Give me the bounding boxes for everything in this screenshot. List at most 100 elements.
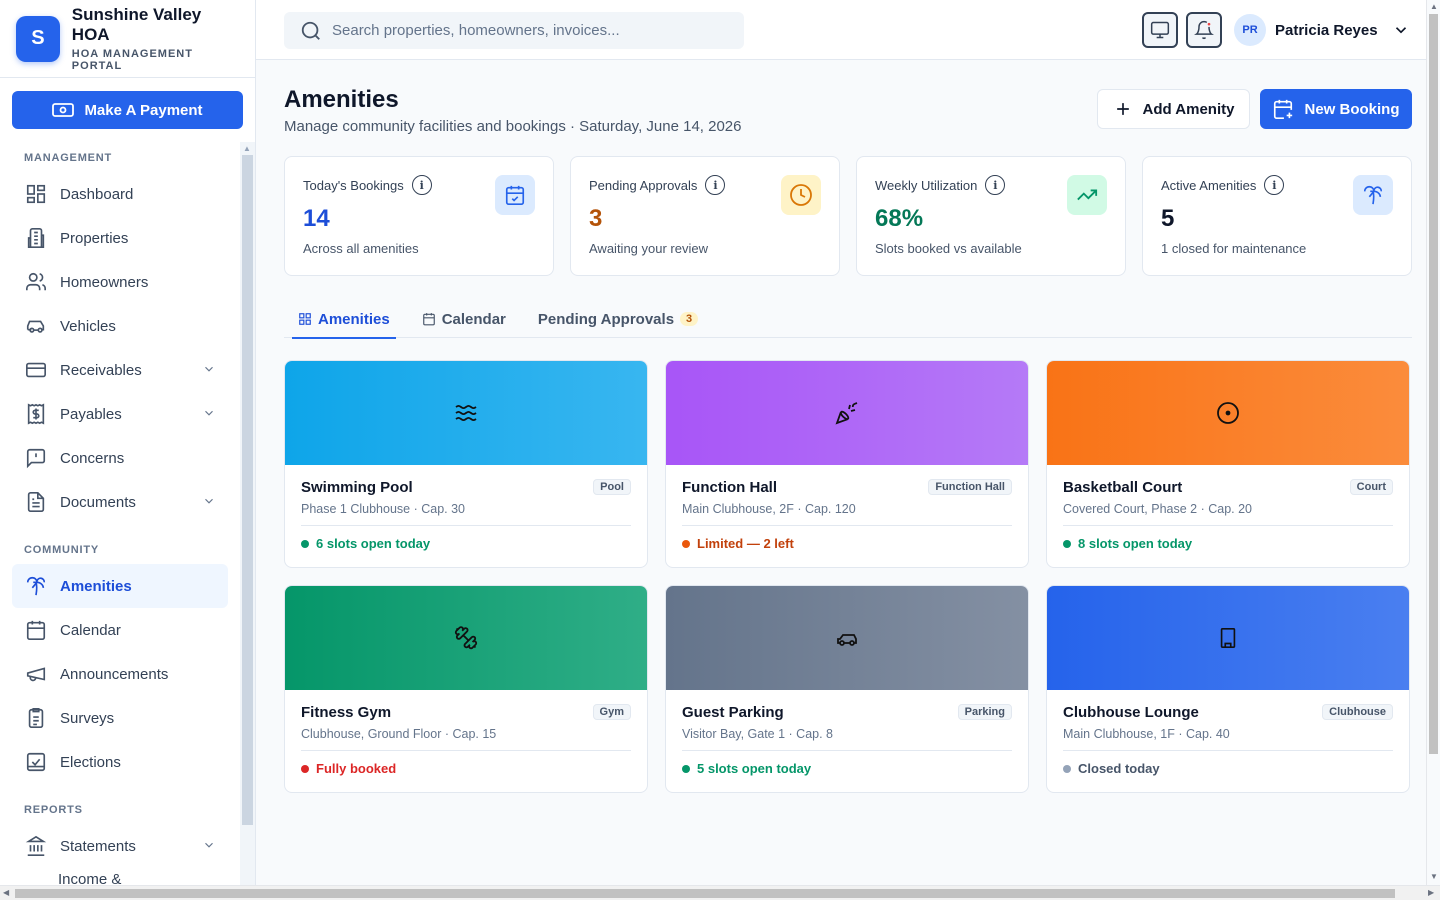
clock-icon [781,175,821,215]
calendar-icon [422,313,435,326]
sidebar-item-label: Amenities [60,577,132,595]
sidebar-item-income[interactable]: Income & [0,868,240,885]
dumbbell-icon [454,626,478,650]
search-bar[interactable] [284,12,744,49]
sidebar-item-documents[interactable]: Documents [0,480,240,524]
amenity-card[interactable]: Clubhouse Clubhouse Lounge Main Clubhous… [1046,585,1410,793]
landmark-icon [24,834,48,858]
info-icon[interactable]: i [411,175,432,195]
sidebar-scrollbar[interactable]: ▲ [240,142,255,885]
amenity-card[interactable]: Court Basketball Court Covered Court, Ph… [1046,360,1410,568]
scroll-down-icon[interactable]: ▼ [1430,872,1438,881]
sidebar-item-vehicles[interactable]: Vehicles [0,304,240,348]
tab-amenities[interactable]: Amenities [292,300,396,339]
status-text: 8 slots open today [1078,536,1193,551]
divider [682,525,1012,526]
chevron-down-icon[interactable] [1392,21,1410,39]
add-amenity-button[interactable]: Add Amenity [1097,89,1250,129]
sidebar-item-label: Calendar [60,621,121,639]
status-dot [1063,539,1071,548]
brand-logo[interactable]: S [16,15,60,62]
scroll-left-icon[interactable]: ◀ [3,888,10,897]
receipt-dollar-icon [24,402,48,426]
new-booking-button[interactable]: New Booking [1260,89,1412,129]
chevron-down-icon[interactable] [202,838,216,852]
page-horizontal-scrollbar[interactable]: ◀ ▶ [0,885,1440,900]
page-vertical-scrollbar[interactable]: ▲ ▼ [1426,0,1440,885]
sidebar-item-statements[interactable]: Statements [0,824,240,868]
user-menu[interactable]: PR Patricia Reyes [1234,14,1410,46]
amenity-name: Function Hall [682,479,777,496]
search-icon [301,21,320,40]
sidebar-item-surveys[interactable]: Surveys [0,696,240,740]
sidebar-item-amenities[interactable]: Amenities [12,564,228,608]
stat-card: Today's Bookings i 14 Across all amenitie… [284,156,554,276]
car-icon [837,634,857,646]
notifications-button[interactable] [1186,12,1222,48]
amenity-name: Basketball Court [1063,479,1183,496]
availability-status: Fully booked [301,761,631,776]
main-content: Amenities Manage community facilities an… [256,60,1426,885]
sidebar-item-concerns[interactable]: Concerns [0,436,240,480]
chevron-down-icon[interactable] [202,494,216,508]
display-mode-button[interactable] [1142,12,1178,48]
scroll-right-icon[interactable]: ▶ [1428,888,1435,897]
availability-status: 8 slots open today [1063,536,1393,551]
car-icon [24,314,48,338]
status-dot [682,539,690,548]
user-name[interactable]: Patricia Reyes [1275,21,1378,39]
tab-calendar[interactable]: Calendar [416,300,512,338]
palm-tree-icon [1353,175,1393,215]
sidebar-item-label: Dashboard [60,185,134,203]
brand-subtitle: HOA MANAGEMENT PORTAL [71,48,193,72]
topbar: PR Patricia Reyes [256,0,1426,60]
category-badge: Function Hall [928,479,1012,495]
category-badge: Court [1349,479,1393,495]
category-badge: Pool [593,479,631,495]
scroll-up-icon[interactable]: ▲ [243,144,251,153]
count-badge: 3 [680,312,699,326]
amenity-card[interactable]: Parking Guest Parking Visitor Bay, Gate … [665,585,1029,793]
sidebar-item-announcements[interactable]: Announcements [0,652,240,696]
amenity-card[interactable]: Pool Swimming Pool Phase 1 Clubhouse · C… [284,360,648,568]
status-dot [1063,764,1071,773]
info-icon[interactable]: i [1264,175,1285,195]
section-community: COMMUNITY [24,544,100,556]
sidebar-item-label: Payables [60,405,122,423]
horizontal-scroll-thumb[interactable] [15,889,1395,898]
info-icon[interactable]: i [705,175,726,195]
make-payment-button[interactable]: Make A Payment [12,91,243,129]
amenity-card[interactable]: Function Hall Function Hall Main Clubhou… [665,360,1029,568]
chevron-down-icon[interactable] [202,362,216,376]
status-dot [301,764,309,773]
divider [1063,750,1393,751]
divider [301,750,631,751]
sidebar-item-payables[interactable]: Payables [0,392,240,436]
chevron-down-icon[interactable] [202,406,216,420]
message-alert-icon [24,446,48,470]
avatar[interactable]: PR [1234,14,1266,46]
info-icon[interactable]: i [985,175,1006,195]
sidebar-item-receivables[interactable]: Receivables [0,348,240,392]
grid-icon [299,313,311,325]
status-text: Limited — 2 left [697,536,794,551]
category-badge: Clubhouse [1322,704,1393,720]
status-text: 6 slots open today [316,536,431,551]
amenity-location: Phase 1 Clubhouse · Cap. 30 [301,502,465,516]
sidebar-scroll-thumb[interactable] [242,155,253,825]
vertical-scroll-thumb[interactable] [1429,14,1438,754]
amenity-card[interactable]: Gym Fitness Gym Clubhouse, Ground Floor … [284,585,648,793]
scroll-up-icon[interactable]: ▲ [1430,2,1438,11]
sidebar-item-calendar[interactable]: Calendar [0,608,240,652]
tab-pending-approvals[interactable]: Pending Approvals 3 [532,300,704,338]
banknote-icon [52,103,75,117]
file-text-icon [24,490,48,514]
search-input[interactable] [332,22,732,39]
sidebar-item-dashboard[interactable]: Dashboard [0,172,240,216]
sidebar-item-homeowners[interactable]: Homeowners [0,260,240,304]
stat-note: Across all amenities [303,241,419,256]
sidebar-item-elections[interactable]: Elections [0,740,240,784]
tab-label: Amenities [318,310,390,328]
sidebar-item-label: Statements [60,837,136,855]
sidebar-item-properties[interactable]: Properties [0,216,240,260]
